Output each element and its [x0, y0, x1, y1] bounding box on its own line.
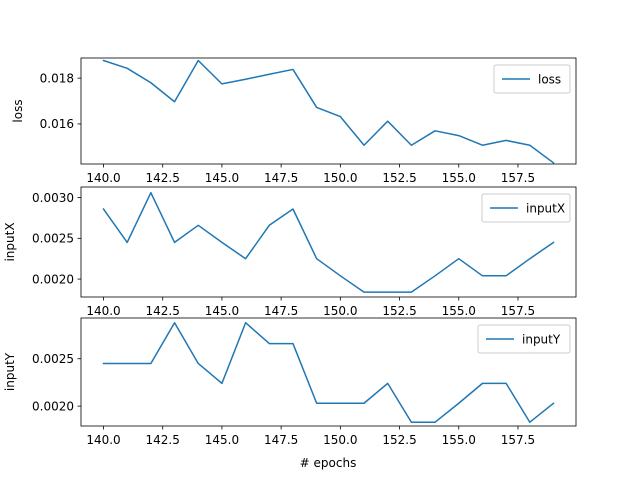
x-tick-label: 147.5: [264, 171, 298, 185]
y-axis-label: loss: [11, 99, 25, 122]
x-tick-label: 147.5: [264, 433, 298, 447]
x-tick-label: 157.5: [501, 171, 535, 185]
y-tick-label: 0.0025: [32, 352, 74, 366]
axes-frame: [80, 317, 577, 427]
x-tick-label: 155.0: [442, 171, 476, 185]
legend: inputY: [477, 324, 571, 354]
y-tick-label: 0.0025: [32, 232, 74, 246]
x-tick-label: 145.0: [205, 304, 239, 318]
legend-label: inputY: [522, 333, 561, 347]
subplots: 140.0 142.5 145.0 147.5 150.0 152.5 155.0 157.5…: [3, 57, 577, 447]
y-tick-label: 0.0020: [32, 272, 74, 286]
x-tick-label: 155.0: [442, 304, 476, 318]
x-tick-label: 157.5: [501, 304, 535, 318]
x-tick-label: 150.0: [323, 171, 357, 185]
legend-box: [481, 193, 571, 223]
x-tick-label: 142.5: [146, 171, 180, 185]
legend-label: inputX: [526, 202, 565, 216]
x-axis-label: # epochs: [300, 456, 357, 470]
x-tick-label: 152.5: [382, 171, 416, 185]
axes-frame: [80, 186, 577, 298]
y-tick-label: 0.0020: [32, 399, 74, 413]
x-tick-label: 145.0: [205, 433, 239, 447]
x-tick-label: 150.0: [323, 304, 357, 318]
x-tick-label: 152.5: [382, 433, 416, 447]
series-line-inputX: [102, 191, 555, 293]
series-line-inputY: [102, 321, 555, 423]
y-tick-label: 0.016: [40, 117, 74, 131]
x-tick-label: 142.5: [146, 304, 180, 318]
y-axis-label: inputY: [3, 352, 17, 391]
y-tick-label: 0.0030: [32, 191, 74, 205]
legend-label: loss: [538, 73, 561, 87]
x-tick-label: 150.0: [323, 433, 357, 447]
legend: inputX: [481, 193, 571, 223]
x-tick-label: 142.5: [146, 433, 180, 447]
subplot-3: 140.0 142.5 145.0 147.5 150.0 152.5 155.0 157.5…: [3, 317, 577, 447]
subplot-2: 140.0 142.5 145.0 147.5 150.0 152.5 155.0 157.5…: [3, 186, 577, 318]
subplot-1: 140.0 142.5 145.0 147.5 150.0 152.5 155.0 157.5…: [11, 57, 577, 185]
axes-frame: [80, 57, 577, 165]
x-tick-label: 155.0: [442, 433, 476, 447]
y-axis-label: inputX: [3, 222, 17, 261]
x-tick-label: 140.0: [86, 433, 120, 447]
x-tick-label: 157.5: [501, 433, 535, 447]
series-line-loss: [102, 59, 555, 164]
legend-box: [477, 324, 571, 354]
x-tick-label: 147.5: [264, 304, 298, 318]
y-tick-label: 0.018: [40, 71, 74, 85]
x-tick-label: 140.0: [86, 171, 120, 185]
legend-box: [493, 64, 571, 94]
legend: loss: [493, 64, 571, 94]
x-tick-label: 152.5: [382, 304, 416, 318]
x-tick-label: 145.0: [205, 171, 239, 185]
x-tick-label: 140.0: [86, 304, 120, 318]
